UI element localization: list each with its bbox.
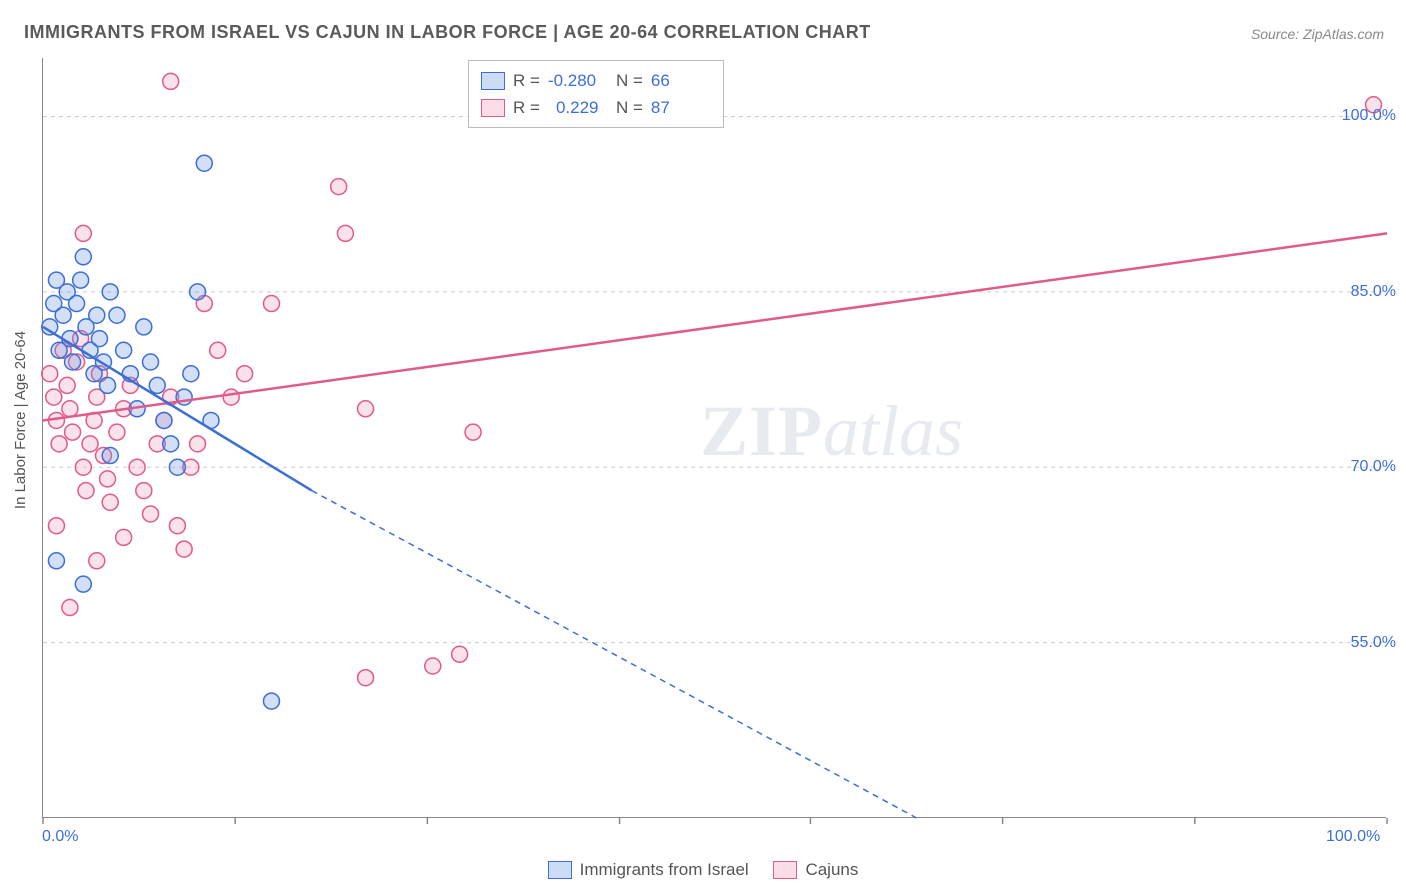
- scatter-svg: [43, 58, 1387, 818]
- x-tick-label: 0.0%: [42, 828, 78, 846]
- legend-label-cajun: Cajuns: [805, 860, 858, 880]
- legend-label-israel: Immigrants from Israel: [580, 860, 749, 880]
- r-value-israel: -0.280: [548, 67, 608, 94]
- legend-item-cajun: Cajuns: [773, 860, 858, 880]
- y-tick-label: 100.0%: [1342, 107, 1396, 125]
- source-label: Source: ZipAtlas.com: [1251, 26, 1384, 42]
- x-tick-label: 100.0%: [1326, 828, 1380, 846]
- correlation-legend: R = -0.280 N = 66 R = 0.229 N = 87: [468, 60, 724, 128]
- swatch-israel: [481, 72, 505, 90]
- legend-row-cajun: R = 0.229 N = 87: [481, 94, 711, 121]
- n-label: N =: [616, 67, 643, 94]
- r-label: R =: [513, 67, 540, 94]
- y-axis-label: In Labor Force | Age 20-64: [12, 331, 29, 509]
- swatch-cajun: [481, 99, 505, 117]
- y-tick-label: 85.0%: [1351, 283, 1396, 301]
- swatch-cajun: [773, 861, 797, 879]
- n-value-cajun: 87: [651, 94, 711, 121]
- legend-item-israel: Immigrants from Israel: [548, 860, 749, 880]
- n-value-israel: 66: [651, 67, 711, 94]
- chart-title: IMMIGRANTS FROM ISRAEL VS CAJUN IN LABOR…: [24, 22, 871, 43]
- plot-area: [42, 58, 1386, 818]
- y-tick-label: 70.0%: [1351, 458, 1396, 476]
- y-tick-label: 55.0%: [1351, 634, 1396, 652]
- legend-row-israel: R = -0.280 N = 66: [481, 67, 711, 94]
- r-value-cajun: 0.229: [548, 94, 608, 121]
- series-legend: Immigrants from Israel Cajuns: [0, 860, 1406, 884]
- r-label: R =: [513, 94, 540, 121]
- swatch-israel: [548, 861, 572, 879]
- n-label: N =: [616, 94, 643, 121]
